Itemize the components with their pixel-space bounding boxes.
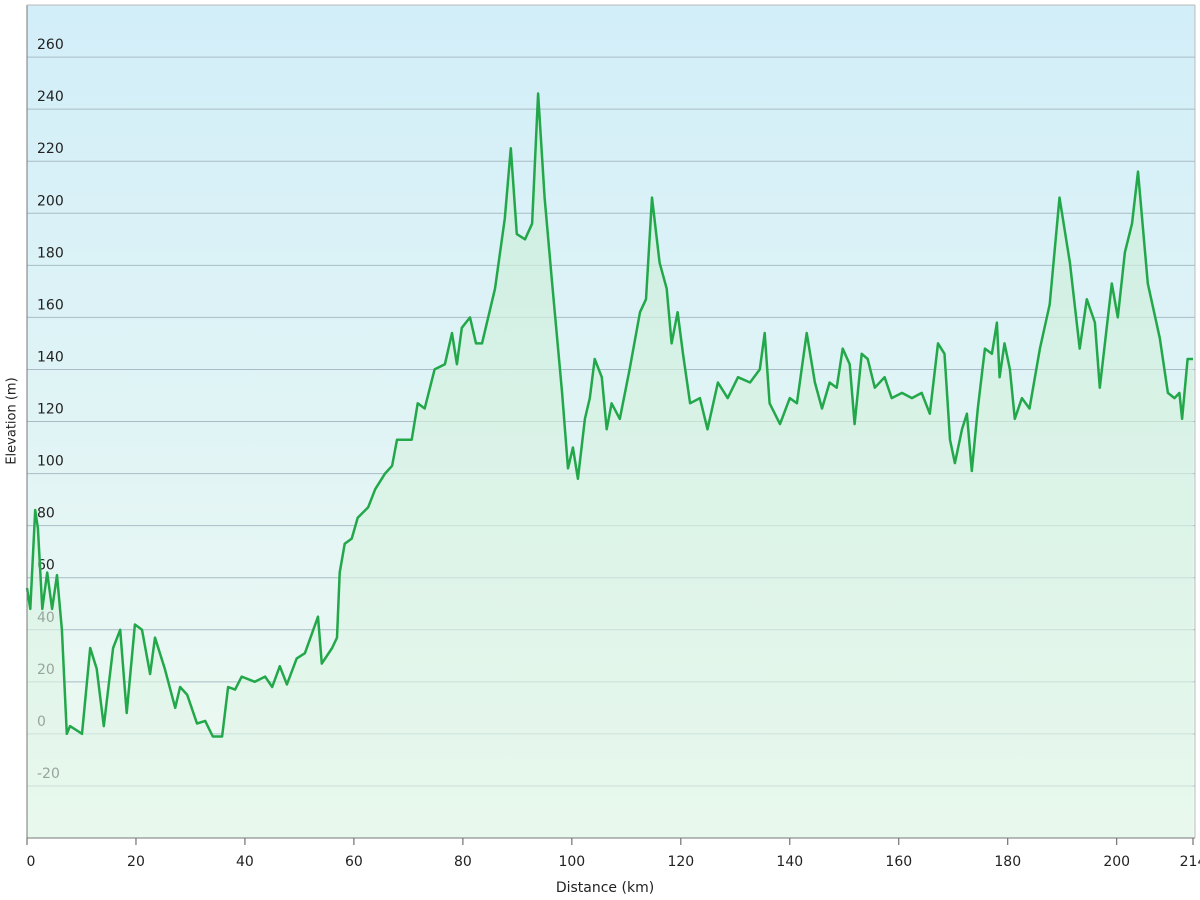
y-tick-label: 100 [37,454,64,470]
x-tick-label: 180 [994,854,1021,870]
elevation-line [25,92,1193,738]
y-tick-label: 120 [37,402,64,418]
x-tick-label: 80 [454,854,472,870]
y-tick-label: 140 [37,349,64,365]
x-tick-label: 100 [558,854,585,870]
x-tick-label: 120 [667,854,694,870]
x-tick-label: 200 [1103,854,1130,870]
elevation-area [27,93,1193,838]
x-tick-label: 140 [776,854,803,870]
x-tick-label: 40 [236,854,254,870]
x-axis-label: Distance (km) [556,880,654,896]
y-tick-label: 200 [37,193,64,209]
x-tick-label: 160 [885,854,912,870]
y-tick-label: 180 [37,245,64,261]
y-tick-label: 80 [37,506,55,522]
x-tick-label: 20 [127,854,145,870]
x-tick-label: 0 [27,854,36,870]
y-tick-label: 160 [37,297,64,313]
y-tick-label: 260 [37,37,64,53]
x-tick-label: 60 [345,854,363,870]
y-tick-label: 60 [37,558,55,574]
x-tick-label: 214 [1180,854,1200,870]
y-tick-label: 220 [37,141,64,157]
y-tick-label: 240 [37,89,64,105]
y-axis-label: Elevation (m) [5,377,20,464]
